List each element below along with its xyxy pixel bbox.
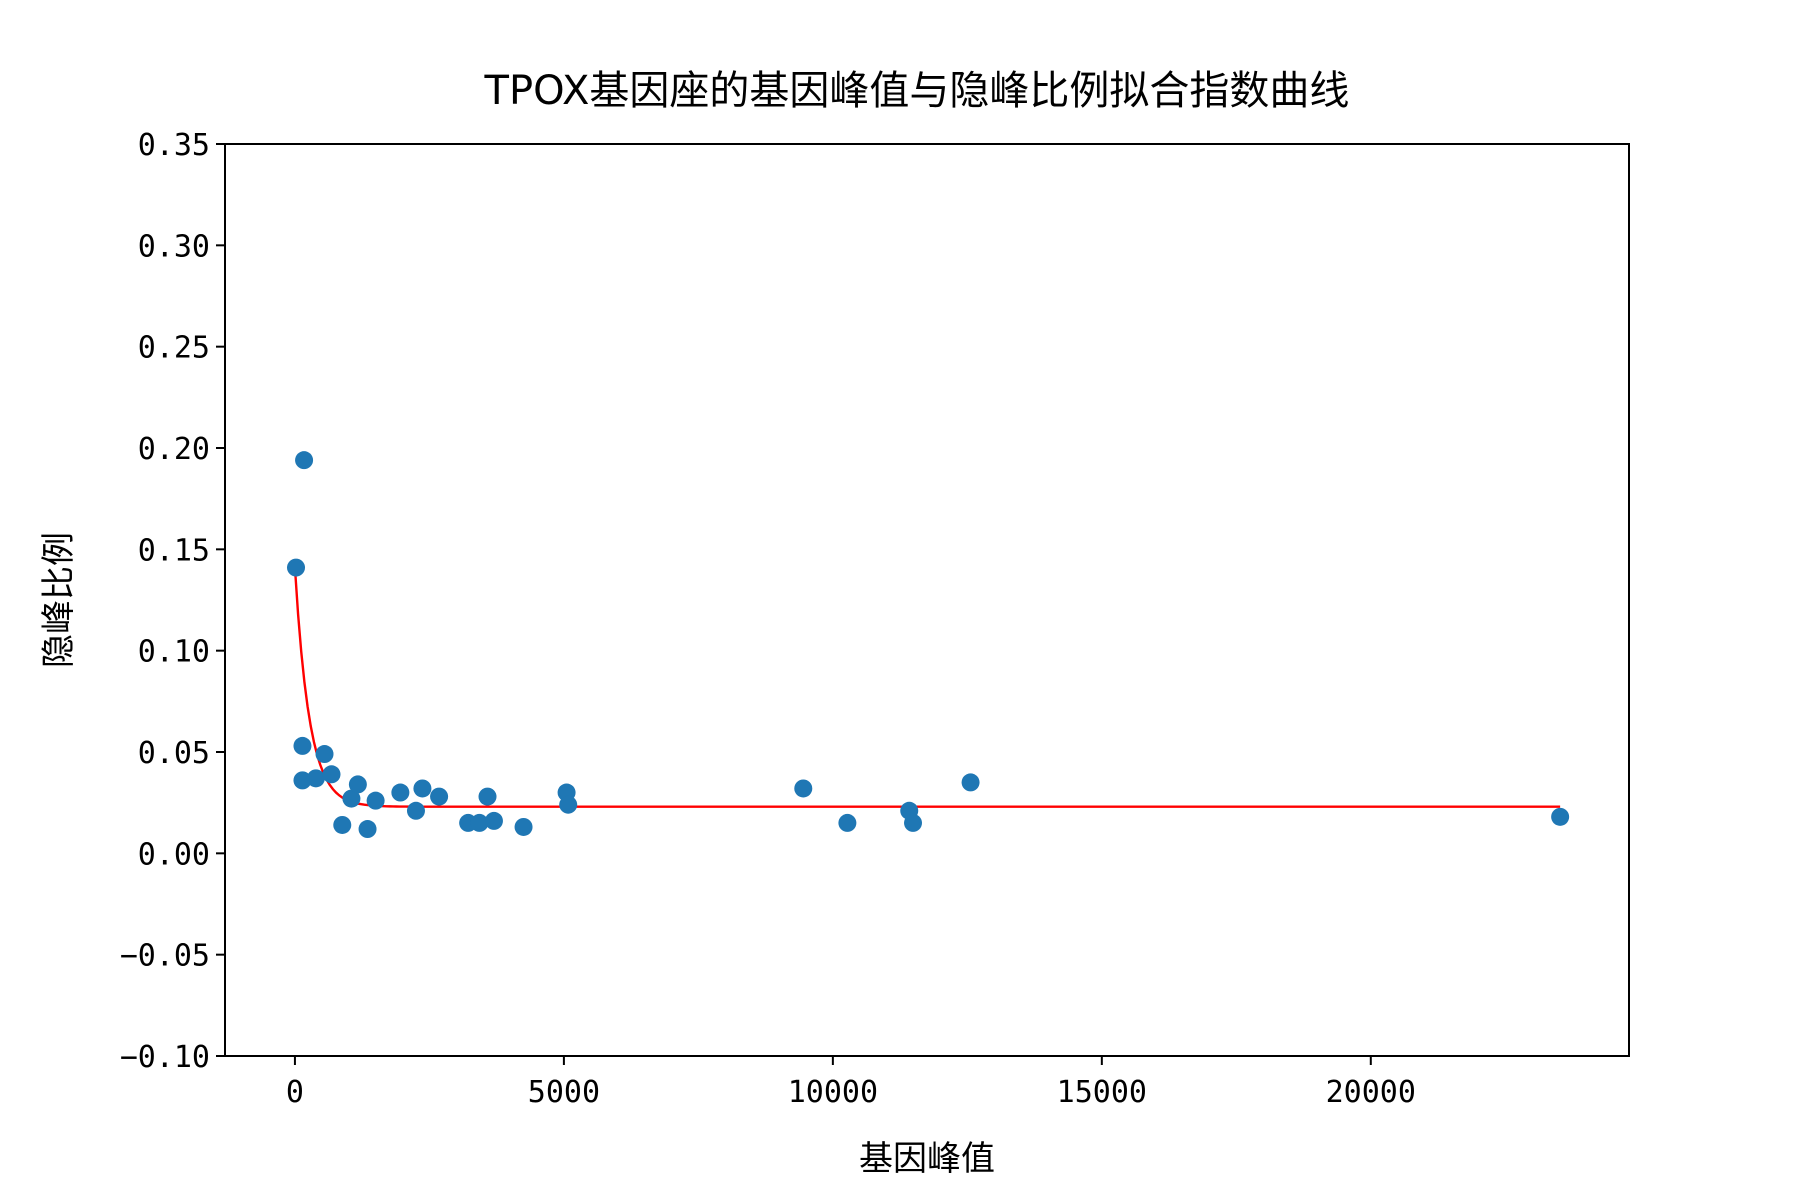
x-tick-label: 5000 — [528, 1075, 600, 1110]
y-axis: −0.10 −0.05 0.00 0.05 0.10 0.15 0.20 0.25 0.30 0.… — [120, 128, 225, 1075]
data-point — [484, 811, 503, 830]
fit-curve — [293, 567, 1561, 808]
y-tick-label: 0.25 — [138, 331, 210, 366]
x-tick-label: 15000 — [1057, 1075, 1147, 1110]
y-tick-label: 0.35 — [138, 128, 210, 163]
data-point — [348, 775, 367, 794]
x-tick-label: 0 — [286, 1075, 304, 1110]
data-point — [470, 813, 489, 832]
plot-frame — [224, 143, 1630, 1057]
data-point — [295, 451, 314, 470]
data-point — [559, 795, 578, 814]
chart-title: TPOX基因座的基因峰值与隐峰比例拟合指数曲线 — [484, 68, 1350, 114]
y-tick-label: 0.15 — [138, 533, 210, 568]
y-tick-label: 0.20 — [138, 432, 210, 467]
data-point — [293, 736, 312, 755]
data-point — [391, 783, 410, 802]
data-point — [293, 771, 312, 790]
data-point — [961, 773, 980, 792]
data-point — [315, 745, 334, 764]
data-point — [287, 558, 306, 577]
data-point — [430, 787, 449, 806]
x-tick-label: 20000 — [1326, 1075, 1416, 1110]
data-point — [358, 820, 377, 839]
data-point — [406, 801, 425, 820]
y-tick-label: −0.05 — [120, 939, 210, 974]
data-point — [478, 787, 497, 806]
y-tick-label: 0.00 — [138, 837, 210, 872]
data-point — [904, 813, 923, 832]
y-axis-label: 隐峰比例 — [39, 532, 79, 668]
data-point — [342, 789, 361, 808]
data-point — [514, 817, 533, 836]
y-tick-label: 0.05 — [138, 736, 210, 771]
y-tick-label: −0.10 — [120, 1040, 210, 1075]
x-axis-label: 基因峰值 — [859, 1139, 995, 1179]
data-point — [1551, 807, 1570, 826]
data-point — [366, 791, 385, 810]
data-point — [794, 779, 813, 798]
y-tick-label: 0.30 — [138, 229, 210, 264]
x-tick-label: 10000 — [788, 1075, 878, 1110]
data-point — [322, 765, 341, 784]
data-point — [333, 815, 352, 834]
plot-area — [287, 451, 1570, 839]
y-tick-label: 0.10 — [138, 635, 210, 670]
data-point — [306, 769, 325, 788]
data-point — [413, 779, 432, 798]
x-axis: 0 5000 10000 15000 20000 — [286, 1056, 1416, 1110]
data-point — [838, 813, 857, 832]
